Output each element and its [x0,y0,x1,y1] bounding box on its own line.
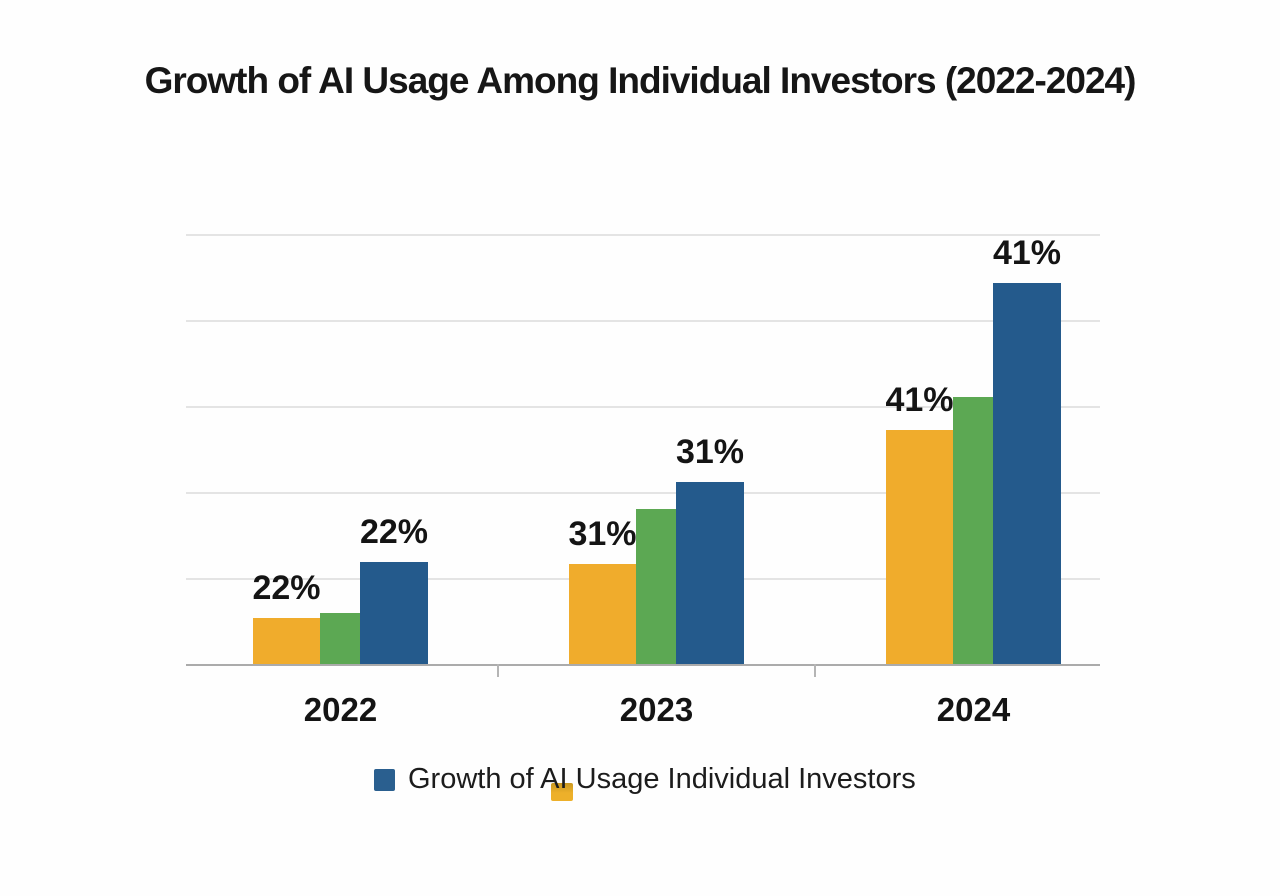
bar-2023-yellow [569,564,636,664]
bar-2024-yellow [886,430,953,664]
gridline [186,406,1100,408]
bar-2024-green [953,397,993,664]
gridline [186,492,1100,494]
bar-value-label-2022-blue: 22% [359,513,429,551]
gridline [186,234,1100,236]
legend-label: Growth of AI Usage Individual Investors [408,763,916,795]
bar-2023-green [636,509,676,664]
bar-2022-yellow [253,618,320,664]
plot-area: 22% 22% 2022 31% 31% 2023 41% 41% 2024 [186,234,1100,728]
x-axis-label-2023: 2023 [619,691,694,728]
x-axis-line [186,664,1100,666]
bar-value-label-2024-yellow: 41% [885,381,954,419]
axis-tick [814,664,816,677]
x-axis-label-2024: 2024 [936,691,1011,728]
bar-2022-blue [360,562,428,664]
bar-2022-green [320,613,360,664]
bar-value-label-2022-yellow: 22% [252,569,321,607]
legend: Growth of AI Usage Individual Investors [374,763,916,796]
stray-yellow-swatch-icon [551,783,573,801]
bar-value-label-2024-blue: 41% [992,234,1062,272]
chart-title: Growth of AI Usage Among Individual Inve… [144,60,1137,101]
bar-value-label-2023-yellow: 31% [568,515,637,553]
bar-2024-blue [993,283,1061,664]
axis-tick [497,664,499,677]
bar-2023-blue [676,482,744,664]
gridline [186,320,1100,322]
legend-swatch-blue-icon [374,768,395,791]
x-axis-label-2022: 2022 [303,691,378,728]
bar-value-label-2023-blue: 31% [675,433,745,471]
